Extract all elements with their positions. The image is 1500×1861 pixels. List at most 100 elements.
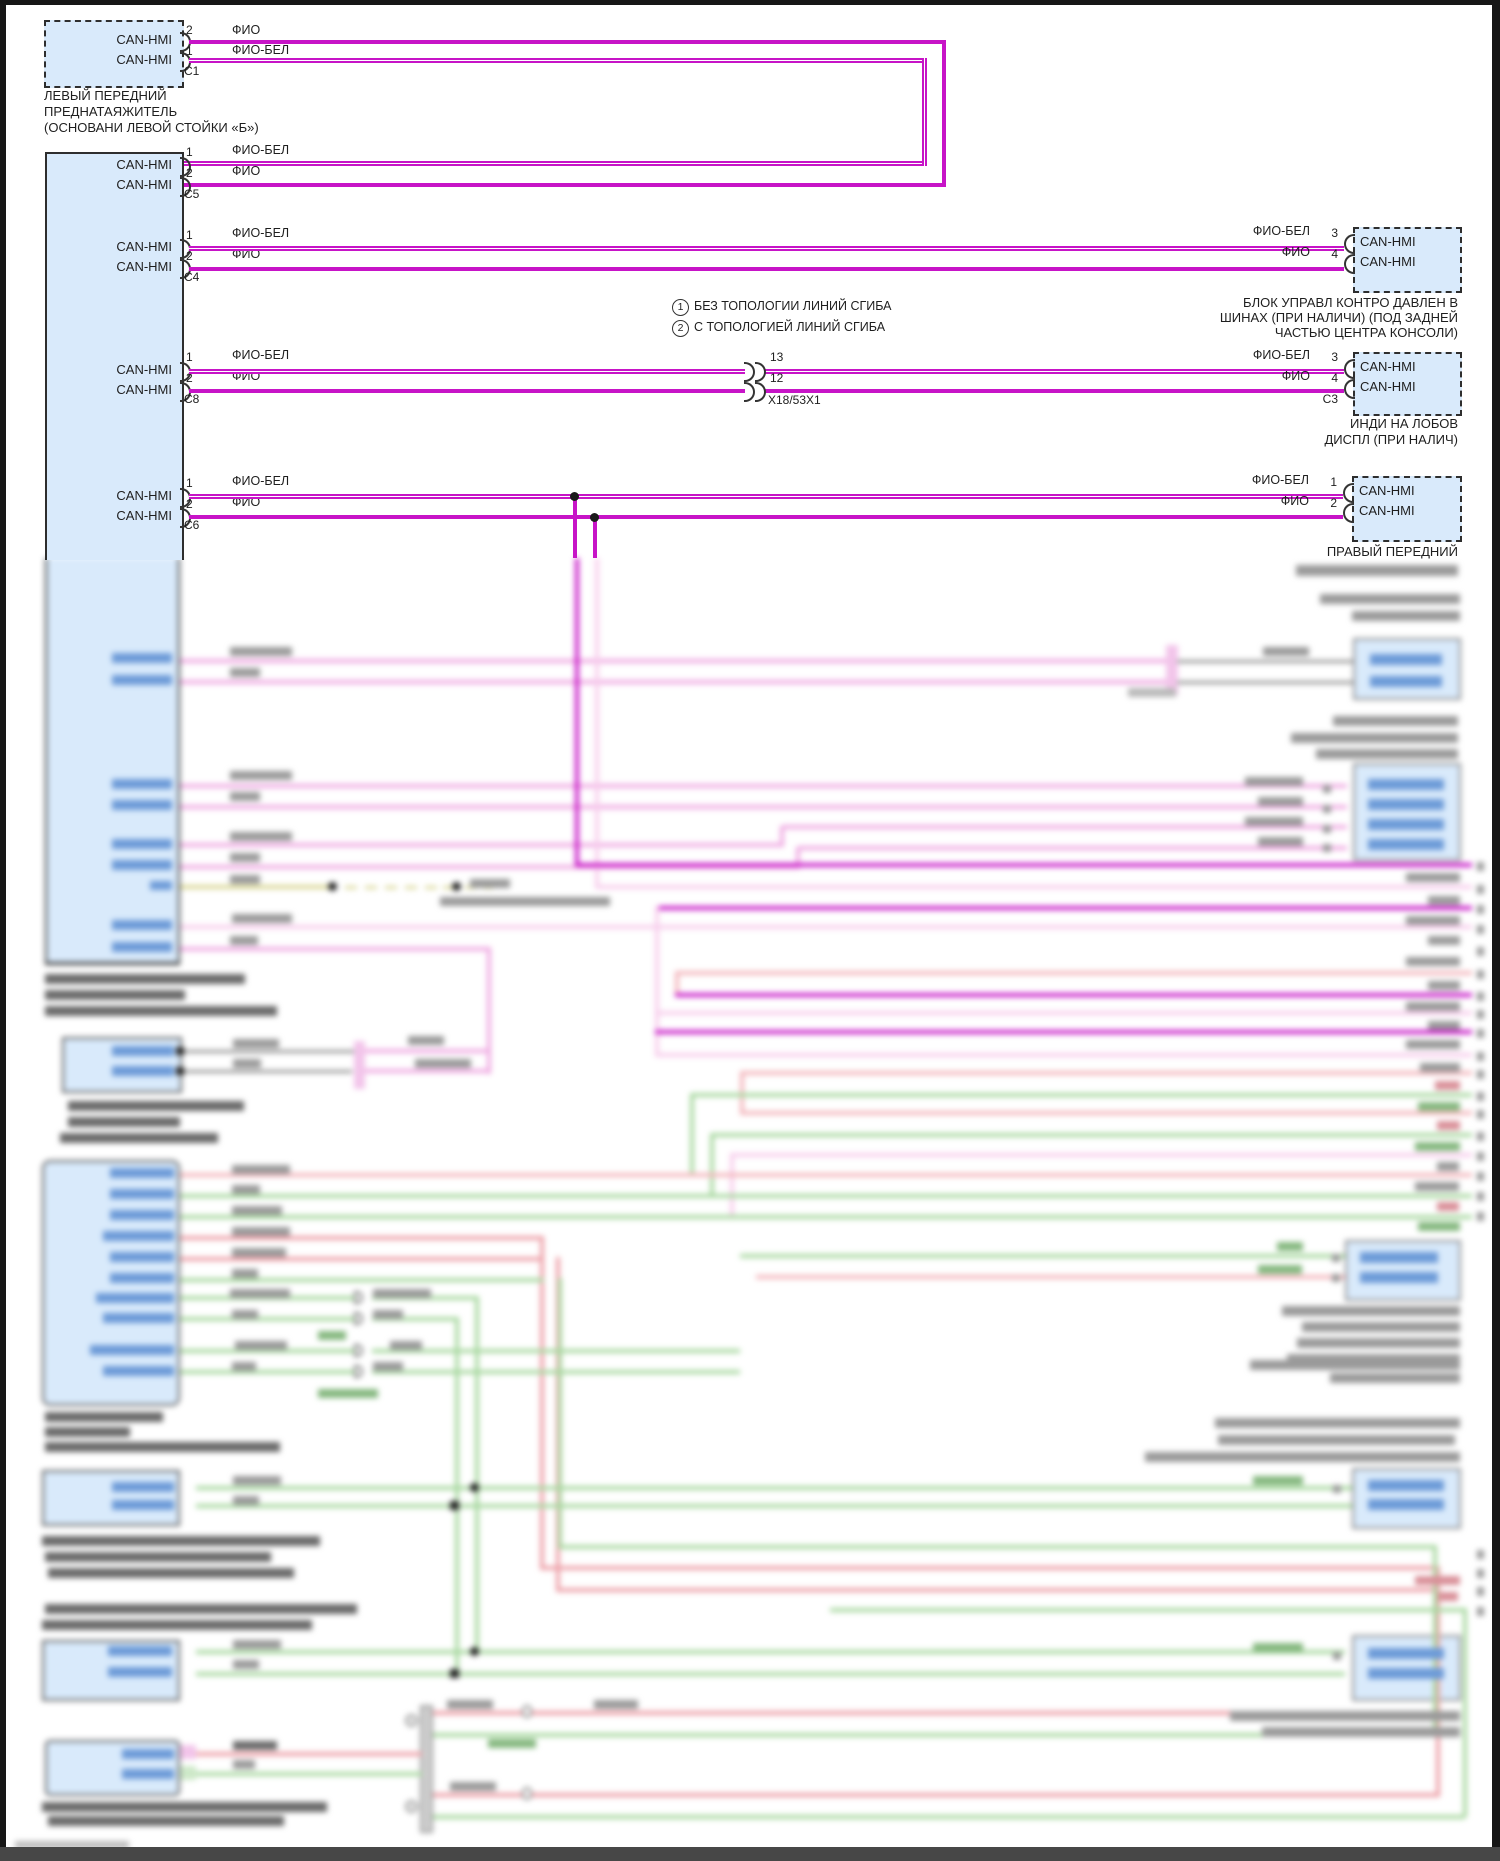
can-hmi-label: CAN-HMI	[1360, 379, 1416, 394]
pin-number: 3	[1331, 226, 1338, 240]
blurred-shape	[1291, 733, 1458, 743]
blurred-shape	[45, 974, 245, 984]
blurred-shape	[452, 882, 461, 891]
blurred-shape	[1477, 1172, 1484, 1181]
pin-number: 2	[186, 166, 193, 180]
blurred-shape	[1323, 844, 1331, 852]
blurred-shape	[1145, 1452, 1460, 1462]
blurred-shape	[182, 1050, 358, 1053]
blurred-shape	[1438, 1592, 1458, 1601]
can-hmi-label: CAN-HMI	[116, 259, 172, 274]
unit-caption: ЧАСТЬЮ ЦЕНТРА КОНСОЛИ)	[1274, 325, 1458, 340]
blurred-shape	[112, 860, 172, 870]
wire-fio-bel	[189, 369, 745, 374]
blurred-shape	[233, 1496, 259, 1505]
blurred-shape	[45, 1604, 357, 1614]
blurred-shape	[110, 1273, 174, 1283]
blurred-shape	[1433, 1545, 1437, 1737]
blurred-shape	[730, 1153, 1472, 1157]
blurred-shape	[230, 853, 260, 862]
blurred-shape	[354, 1312, 363, 1325]
blurred-shape	[112, 839, 172, 849]
unit-caption: ЛЕВЫЙ ПЕРЕДНИЙ	[44, 88, 167, 103]
blurred-shape	[372, 1296, 476, 1300]
blurred-shape	[1258, 1265, 1302, 1274]
wire-color-label: ФИО-БЕЛ	[232, 226, 290, 240]
can-hmi-label: CAN-HMI	[116, 508, 172, 523]
blurred-shape	[1253, 1476, 1303, 1485]
blurred-shape	[756, 1275, 1345, 1279]
blurred-shape	[595, 558, 599, 888]
blurred-shape	[1428, 896, 1460, 905]
blurred-shape	[232, 914, 292, 923]
blurred-shape	[475, 1296, 479, 1652]
can-hmi-label: CAN-HMI	[116, 362, 172, 377]
blurred-shape	[1258, 797, 1303, 806]
pin-bracket-icon	[1344, 379, 1355, 399]
blurred-shape	[450, 1782, 496, 1791]
blurred-shape	[180, 680, 1168, 684]
blurred-shape	[180, 1766, 196, 1780]
blurred-shape	[1477, 1092, 1484, 1101]
blurred-shape	[1177, 660, 1355, 663]
blurred-shape	[655, 906, 659, 1055]
blurred-shape	[780, 826, 784, 847]
blurred-shape	[180, 1194, 1472, 1198]
blurred-shape	[433, 1733, 1437, 1737]
blurred-shape	[405, 886, 417, 889]
unit-caption: ИНДИ НА ЛОБОВ	[1350, 416, 1458, 431]
can-hmi-label: CAN-HMI	[1360, 234, 1416, 249]
blurred-shape	[1406, 916, 1460, 925]
blurred-shape	[655, 906, 1472, 910]
inline-connector-name: X18/53X1	[768, 393, 821, 407]
pin-bracket-icon	[1344, 234, 1355, 254]
blurred-shape	[230, 792, 260, 801]
blurred-shape	[1368, 839, 1444, 850]
blurred-shape	[1437, 1121, 1460, 1130]
blurred-shape	[796, 847, 800, 869]
blurred-shape	[690, 1093, 694, 1175]
blurred-shape	[1415, 1576, 1460, 1585]
blurred-shape	[1418, 1222, 1460, 1231]
blurred-shape	[1352, 611, 1460, 621]
blurred-shape	[345, 886, 357, 889]
blurred-shape	[1230, 1711, 1460, 1721]
blurred-shape	[1406, 1040, 1460, 1049]
blurred-shape	[176, 1047, 184, 1055]
can-hmi-label: CAN-HMI	[116, 382, 172, 397]
wire-color-label: ФИО-БЕЛ	[1252, 348, 1310, 362]
blurred-shape	[782, 825, 1347, 829]
blurred-shape	[180, 1257, 544, 1261]
blurred-shape	[180, 1296, 356, 1300]
blurred-shape	[1215, 1418, 1460, 1428]
blurred-shape	[45, 1006, 277, 1016]
blurred-shape	[196, 1672, 1345, 1676]
blurred-shape	[540, 1566, 1440, 1570]
blurred-shape	[1253, 1643, 1303, 1652]
blurred-shape	[318, 1331, 346, 1340]
blurred-shape	[233, 1059, 261, 1068]
blurred-shape	[405, 1714, 418, 1727]
wire-color-label: ФИО-БЕЛ	[232, 43, 290, 57]
connector-id: C6	[184, 518, 200, 532]
blurred-shape	[1258, 837, 1303, 846]
blurred-shape	[196, 1486, 1352, 1490]
blurred-shape	[354, 1291, 363, 1304]
blurred-shape	[1368, 799, 1444, 810]
blurred-shape	[1406, 873, 1460, 882]
blurred-shape	[1437, 1202, 1459, 1211]
pin-bracket-icon	[1343, 483, 1354, 503]
blurred-shape	[1477, 1550, 1484, 1559]
can-hmi-label: CAN-HMI	[1359, 503, 1415, 518]
blurred-shape	[1406, 1002, 1460, 1011]
blurred-shape	[1477, 992, 1484, 1001]
pin-number: 2	[1330, 496, 1337, 510]
pin-number: 4	[1331, 247, 1338, 261]
blurred-shape	[470, 1483, 479, 1492]
wire-color-label: ФИО-БЕЛ	[232, 348, 290, 362]
blurred-shape	[42, 1620, 312, 1630]
wire-color-label: ФИО	[1281, 245, 1310, 259]
blurred-shape	[45, 1442, 280, 1452]
blurred-shape	[180, 805, 1347, 809]
blurred-shape	[112, 779, 172, 789]
